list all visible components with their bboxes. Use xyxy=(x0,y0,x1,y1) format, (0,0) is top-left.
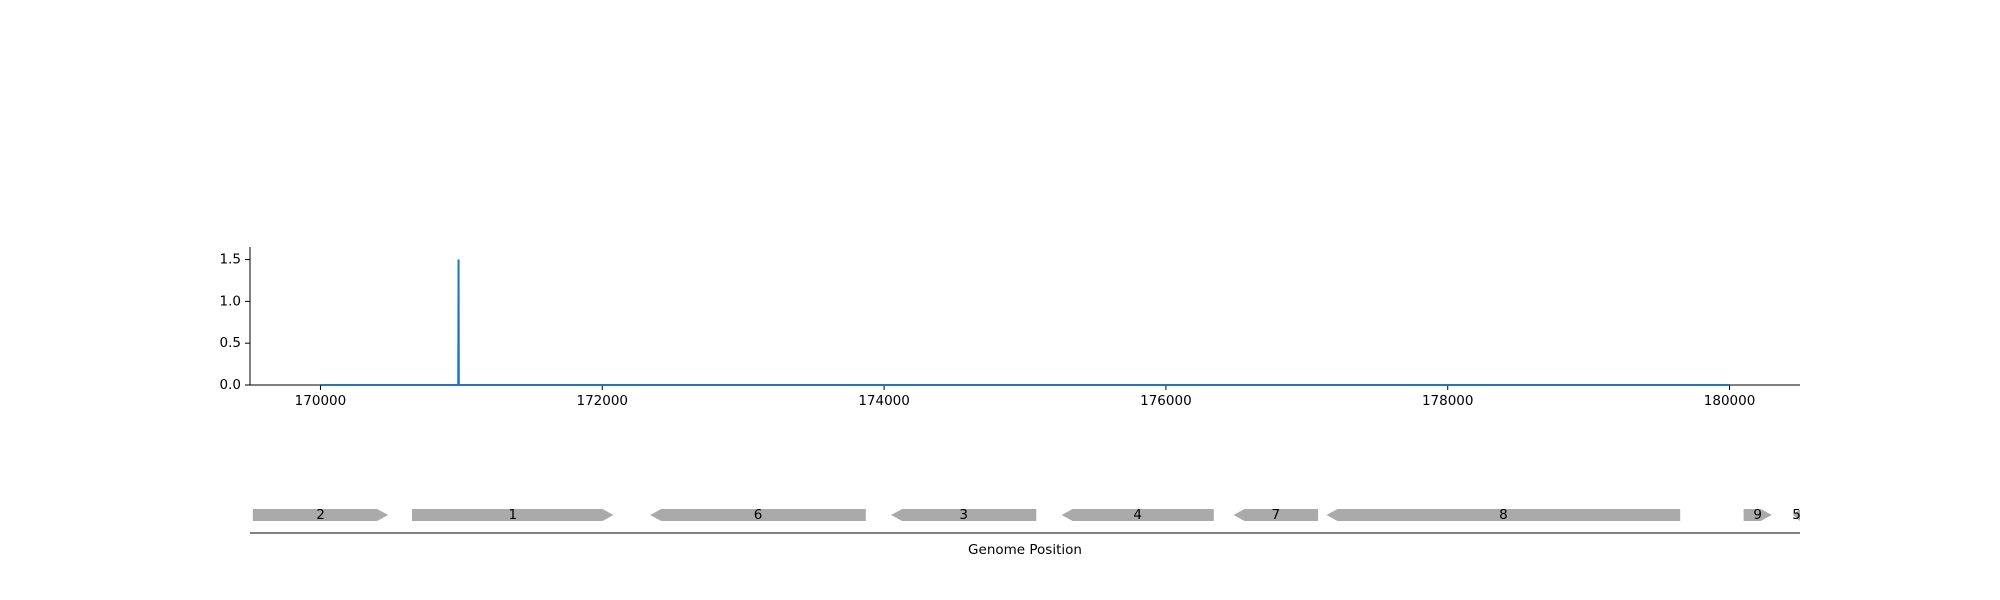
x-tick-label: 170000 xyxy=(295,393,347,409)
y-tick-label: 0.5 xyxy=(220,335,241,351)
gene-4: 4 xyxy=(1061,507,1214,523)
genes: 2 1 6 3 4 7 8 9 5 xyxy=(252,507,1801,523)
gene-label: 3 xyxy=(959,507,968,523)
gene-7: 7 xyxy=(1233,507,1319,523)
coverage-line xyxy=(320,259,1730,386)
gene-3: 3 xyxy=(891,507,1037,523)
y-ticks: 0.0 0.5 1.0 1.5 xyxy=(220,252,250,393)
y-tick-label: 1.5 xyxy=(220,252,241,268)
gene-label: 2 xyxy=(316,507,325,523)
gene-label: 7 xyxy=(1272,507,1281,523)
gene-arrow xyxy=(650,509,866,521)
gene-label: 1 xyxy=(509,507,518,523)
gene-track-xlabel: Genome Position xyxy=(968,542,1082,558)
x-tick-label: 180000 xyxy=(1704,393,1756,409)
gene-arrow xyxy=(891,509,1037,521)
gene-arrow xyxy=(1233,509,1319,521)
gene-label: 4 xyxy=(1133,507,1142,523)
gene-label: 6 xyxy=(754,507,763,523)
gene-9: 9 xyxy=(1743,507,1772,523)
x-tick-label: 174000 xyxy=(858,393,910,409)
gene-8: 8 xyxy=(1326,507,1681,523)
y-tick-label: 0.0 xyxy=(220,377,241,393)
gene-6: 6 xyxy=(650,507,866,523)
x-ticks: 170000 172000 174000 176000 178000 180000 xyxy=(295,385,1756,409)
gene-arrow xyxy=(1061,509,1214,521)
gene-1: 1 xyxy=(412,507,614,523)
coverage-plot: 0.0 0.5 1.0 1.5 170000 172000 174000 176000 178… xyxy=(220,247,1800,409)
gene-label: 8 xyxy=(1499,507,1508,523)
y-tick-label: 1.0 xyxy=(220,293,241,309)
gene-2: 2 xyxy=(252,507,389,523)
x-tick-label: 172000 xyxy=(576,393,628,409)
gene-arrow xyxy=(252,509,389,521)
gene-5: 5 xyxy=(1792,507,1801,523)
gene-label: 9 xyxy=(1753,507,1762,523)
x-tick-label: 176000 xyxy=(1140,393,1192,409)
gene-label: 5 xyxy=(1792,507,1801,523)
gene-arrow xyxy=(1743,509,1772,521)
x-tick-label: 178000 xyxy=(1422,393,1474,409)
gene-arrow xyxy=(1793,509,1800,521)
gene-arrow xyxy=(412,509,614,521)
gene-arrow xyxy=(1326,509,1681,521)
gene-track: 2 1 6 3 4 7 8 9 5 Genome Position xyxy=(250,507,1801,558)
